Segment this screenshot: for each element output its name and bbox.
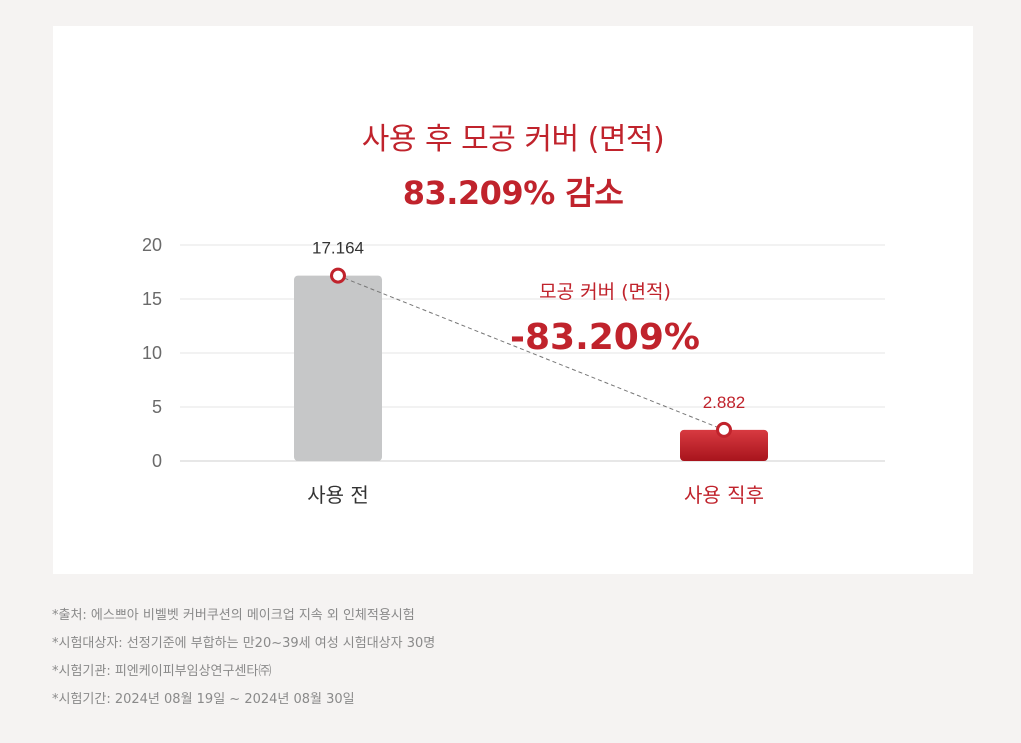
chart-subheadline: 83.209% 감소 [402,174,624,212]
value-label: 2.882 [703,393,746,412]
y-tick-label: 0 [152,451,162,471]
footnote-source: *출처: 에스쁘아 비벨벳 커버쿠션의 메이크업 지속 외 인체적용시험 [52,608,415,623]
bar-chart: 0 5 10 15 20 17.164 사용 전 2.882 사용 직후 모공 커버 (면적) -8… [142,235,885,507]
y-tick-label: 10 [142,343,162,363]
y-tick-label: 15 [142,289,162,309]
category-label: 사용 직후 [684,483,764,507]
value-label: 17.164 [312,239,364,258]
chart-card: 사용 후 모공 커버 (면적) 83.209% 감소 [53,26,973,574]
chart-headline: 사용 후 모공 커버 (면적) [361,122,665,157]
bar-after [680,429,768,461]
bar-before [294,275,382,461]
category-label: 사용 전 [307,483,369,507]
footnotes: *출처: 에스쁘아 비벨벳 커버쿠션의 메이크업 지속 외 인체적용시험 *시험… [52,602,435,714]
annotation-value: -83.209% [510,317,700,358]
footnote-institution: *시험기관: 피엔케이피부임상연구센타㈜ [52,664,272,679]
y-tick-label: 20 [142,235,162,255]
y-tick-label: 5 [152,397,162,417]
marker-after [716,421,732,438]
marker-before [330,267,346,284]
footnote-period: *시험기간: 2024년 08월 19일 ~ 2024년 08월 30일 [52,692,355,707]
trend-connector [337,275,725,431]
annotation-label: 모공 커버 (면적) [539,281,671,303]
footnote-subjects: *시험대상자: 선정기준에 부합하는 만20~39세 여성 시험대상자 30명 [52,636,436,651]
